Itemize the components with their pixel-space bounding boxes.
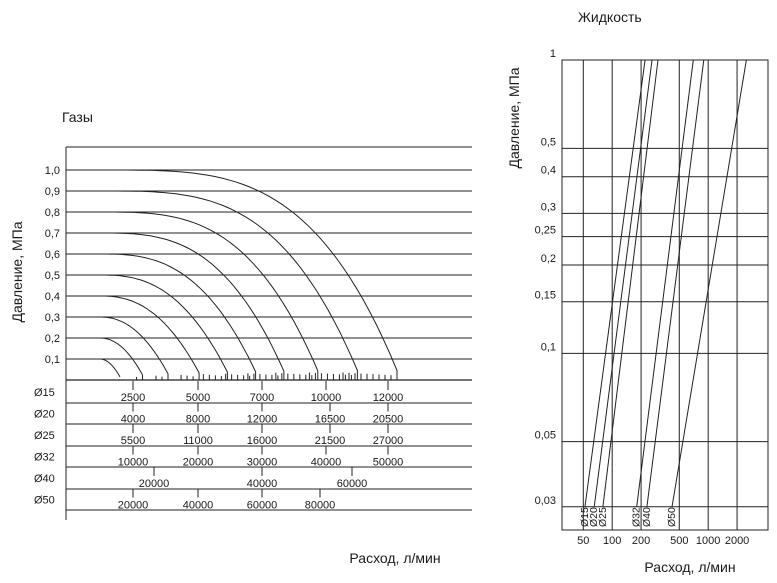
liquid-x-tick-label: 500	[670, 535, 688, 547]
gas-scale-value: 20000	[183, 457, 214, 469]
gas-scale-value: 16500	[315, 414, 346, 426]
gas-y-ticks: 0,1 0,2 0,3 0,4 0,5 0,6 0,7 0,8 0,9 1,0	[45, 165, 60, 366]
liquid-series-line	[646, 59, 705, 507]
liquid-y-tick-label: 0,4	[541, 165, 556, 177]
liquid-x-tick-label: 50	[577, 535, 589, 547]
gas-scale-value: 40000	[247, 478, 278, 490]
gas-scale-label: Ø25	[34, 430, 55, 442]
gas-pressure-curve	[100, 232, 285, 380]
liquid-series-line	[584, 59, 646, 507]
gas-chart-title: Газы	[62, 109, 93, 125]
liquid-ticks: 1 0,5 0,4 0,3 0,25 0,2 0,15 0,1 0,05 0,03 50 100 200…	[535, 48, 750, 547]
liquid-series-line	[593, 59, 653, 507]
gas-scale-value: 16000	[247, 435, 278, 447]
liquid-y-tick-label: 0,15	[535, 290, 556, 302]
gas-scale-value: 21500	[315, 435, 346, 447]
liquid-series-line	[636, 59, 694, 507]
liquid-series-line	[602, 59, 659, 507]
gas-y-tick-label: 0,2	[45, 333, 60, 345]
gas-scale-label: Ø32	[34, 452, 55, 464]
gas-scale-value: 12000	[247, 414, 278, 426]
liquid-x-axis-label: Расход, л/мин	[644, 559, 735, 575]
gas-scale-value: 10000	[118, 457, 149, 469]
gas-scale-value: 40000	[183, 500, 214, 512]
gas-scale-value: 50000	[373, 457, 404, 469]
gas-scale-value: 2500	[121, 392, 145, 404]
gas-scale-value: 60000	[247, 500, 278, 512]
gas-y-tick-label: 0,6	[45, 249, 60, 261]
gas-scale-value: 11000	[183, 435, 213, 447]
gas-scale-label: Ø15	[34, 387, 55, 399]
liquid-y-axis-label: Давление, МПа	[506, 67, 522, 168]
gas-scale-label: Ø50	[34, 495, 55, 507]
liquid-x-tick-label: 100	[603, 535, 621, 547]
liquid-series-label: Ø20	[588, 507, 600, 527]
gas-scale-value: 40000	[311, 457, 342, 469]
gas-pressure-curve	[100, 316, 169, 380]
gas-scale-value: 20000	[139, 478, 170, 490]
gas-scale-value: 5000	[186, 392, 210, 404]
gas-scale-label: Ø20	[34, 409, 55, 421]
gas-pressure-curve	[100, 169, 398, 380]
liquid-x-tick-label: 200	[632, 535, 650, 547]
gas-scale-value: 12000	[373, 392, 404, 404]
gas-scale-value: 20500	[373, 414, 404, 426]
gas-scale-label: Ø40	[34, 473, 55, 485]
gas-pressure-curve	[100, 337, 143, 380]
gas-pressure-curve	[100, 190, 358, 380]
liquid-chart-title: Жидкость	[578, 9, 642, 25]
gas-curves	[100, 169, 398, 380]
liquid-x-tick-label: 2000	[725, 535, 749, 547]
gas-scale-value: 8000	[186, 414, 210, 426]
liquid-y-tick-label: 0,25	[535, 225, 556, 237]
gas-y-tick-label: 0,8	[45, 207, 60, 219]
gas-y-tick-label: 0,3	[45, 312, 60, 324]
gas-y-tick-label: 0,1	[45, 354, 60, 366]
liquid-y-tick-label: 0,3	[541, 201, 556, 213]
gas-chart: Газы Давление, МПа Расход, л/мин 0,10,20…	[9, 109, 472, 566]
gas-scale-value: 4000	[121, 414, 145, 426]
gas-scale-value: 30000	[247, 457, 278, 469]
liquid-series-line	[671, 59, 747, 507]
liquid-series-label: Ø32	[631, 507, 643, 527]
gas-scale-value: 7000	[250, 392, 274, 404]
liquid-y-tick-label: 1	[550, 48, 556, 60]
gas-scale-value: 10000	[311, 392, 342, 404]
liquid-x-tick-label: 1000	[696, 535, 720, 547]
liquid-y-tick-label: 0,1	[541, 341, 556, 353]
liquid-y-tick-label: 0,03	[535, 495, 556, 507]
gas-y-tick-label: 0,9	[45, 186, 60, 198]
gas-scale-value: 80000	[305, 500, 336, 512]
liquid-series-label: Ø40	[641, 507, 653, 527]
gas-pressure-curve	[100, 295, 200, 380]
gas-y-tick-label: 0,4	[45, 291, 60, 303]
gas-y-axis-label: Давление, МПа	[9, 221, 25, 322]
gas-pressure-curve	[100, 211, 319, 380]
gas-scale-value: 60000	[337, 478, 368, 490]
liquid-series-label: Ø15	[579, 507, 591, 527]
gas-y-tick-label: 0,5	[45, 270, 60, 282]
liquid-chart: Жидкость Давление, МПа Расход, л/мин 1 0,…	[506, 9, 769, 575]
gas-y-tick-label: 1,0	[45, 165, 60, 177]
liquid-series-label: Ø50	[666, 507, 678, 527]
gas-scale-value: 27000	[373, 435, 404, 447]
gas-pressure-curve	[100, 274, 228, 380]
gas-pressure-curve	[100, 253, 257, 380]
gas-pressure-curve	[100, 358, 121, 378]
gas-scale-value: 5500	[121, 435, 145, 447]
gas-scale-value: 20000	[118, 500, 149, 512]
liquid-grid	[561, 59, 769, 531]
liquid-y-tick-label: 0,5	[541, 136, 556, 148]
liquid-y-tick-label: 0,05	[535, 430, 556, 442]
gas-flow-scales: Ø15 2500 5000 7000 10000 12000 Ø20 4000 8000 1200…	[34, 381, 472, 512]
liquid-y-tick-label: 0,2	[541, 253, 556, 265]
liquid-series-label: Ø25	[597, 507, 609, 527]
gas-y-tick-label: 0,7	[45, 228, 60, 240]
gas-x-axis-label: Расход, л/мин	[349, 550, 440, 566]
